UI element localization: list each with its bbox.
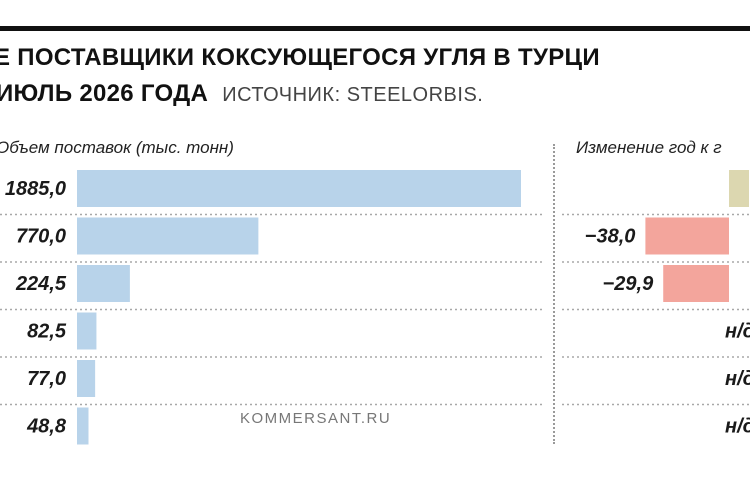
volume-label-3: 224,5 <box>15 273 67 295</box>
volume-bar-4 <box>77 312 97 350</box>
volume-bar-6 <box>77 407 89 445</box>
title-date: ИЮЛЬ 2026 ГОДА <box>0 80 209 107</box>
volume-label-5: 77,0 <box>27 368 66 390</box>
volume-bar-5 <box>77 360 96 397</box>
volume-label-2: 770,0 <box>16 226 66 248</box>
change-bar-1 <box>729 170 749 207</box>
volume-bar-1 <box>77 170 521 207</box>
top-rule <box>0 26 750 31</box>
change-label-2: −38,0 <box>585 226 636 248</box>
volume-bar-3 <box>77 265 130 302</box>
change-bar-3 <box>663 265 729 302</box>
change-label-4: н/д <box>725 321 750 343</box>
change-label-6: н/д <box>725 416 750 438</box>
column-divider <box>553 144 555 444</box>
chart-title-line-2: ИЮЛЬ 2026 ГОДА ИСТОЧНИК: STEELORBIS. <box>0 80 483 108</box>
change-bar-2 <box>645 217 729 255</box>
volume-label-6: 48,8 <box>26 416 67 438</box>
source-label: ИСТОЧНИК: STEELORBIS. <box>222 84 484 106</box>
volume-label-4: 82,5 <box>27 321 67 343</box>
chart-title-line-1: Е ПОСТАВЩИКИ КОКСУЮЩЕГОСЯ УГЛЯ В ТУРЦИ <box>0 44 600 71</box>
volume-column-header: Объем поставок (тыс. тонн) <box>0 138 234 157</box>
change-label-3: −29,9 <box>603 273 654 295</box>
credit-label: KOMMERSANT.RU <box>240 410 392 427</box>
volume-label-1: 1885,0 <box>5 178 66 200</box>
change-column-header: Изменение год к г <box>576 138 722 157</box>
volume-bar-2 <box>77 217 259 255</box>
change-label-5: н/д <box>725 368 750 390</box>
